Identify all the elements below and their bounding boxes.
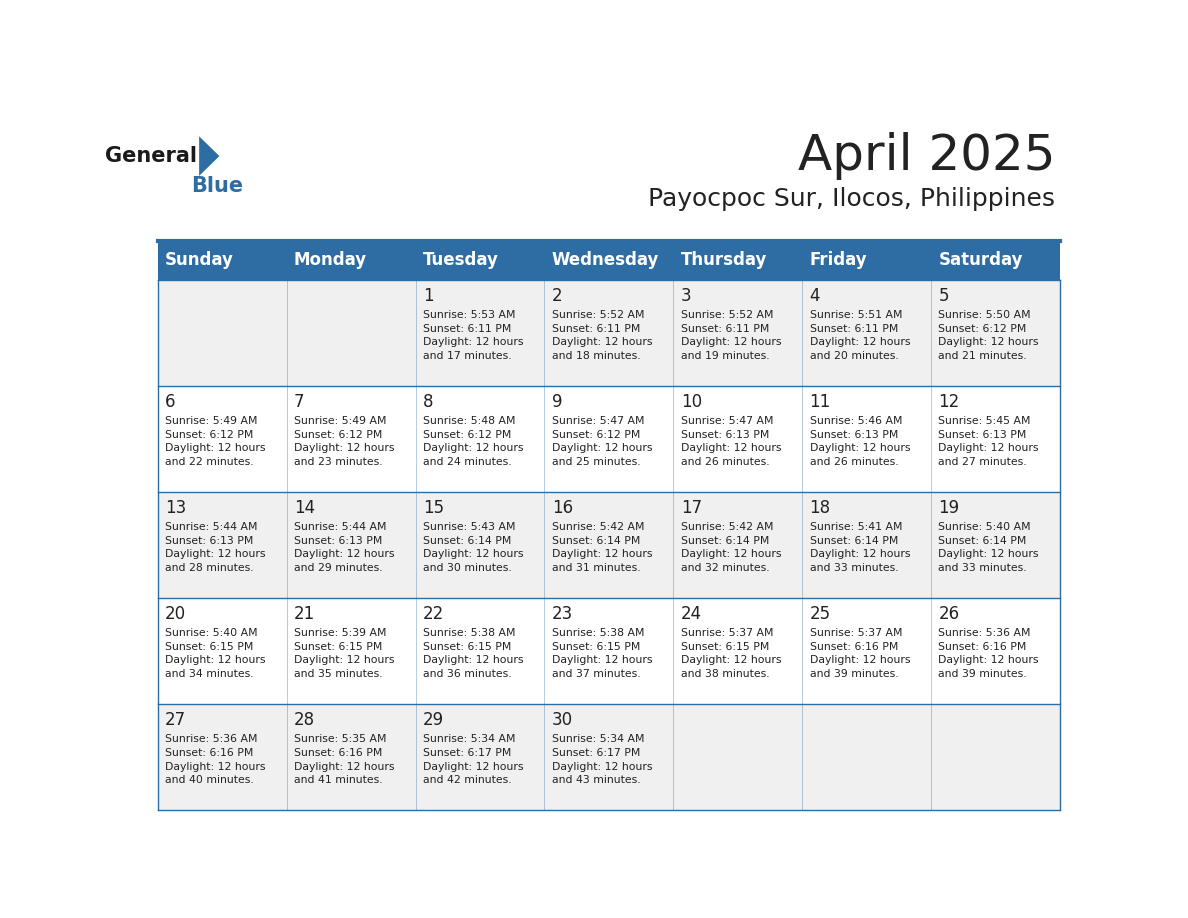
Text: Sunrise: 5:49 AM
Sunset: 6:12 PM
Daylight: 12 hours
and 22 minutes.: Sunrise: 5:49 AM Sunset: 6:12 PM Dayligh…	[165, 416, 266, 467]
Text: Sunrise: 5:46 AM
Sunset: 6:13 PM
Daylight: 12 hours
and 26 minutes.: Sunrise: 5:46 AM Sunset: 6:13 PM Dayligh…	[809, 416, 910, 467]
Text: 18: 18	[809, 498, 830, 517]
Text: Sunrise: 5:50 AM
Sunset: 6:12 PM
Daylight: 12 hours
and 21 minutes.: Sunrise: 5:50 AM Sunset: 6:12 PM Dayligh…	[939, 310, 1040, 361]
Bar	[158, 704, 1060, 810]
Text: 29: 29	[423, 711, 444, 729]
Text: Sunrise: 5:44 AM
Sunset: 6:13 PM
Daylight: 12 hours
and 28 minutes.: Sunrise: 5:44 AM Sunset: 6:13 PM Dayligh…	[165, 522, 266, 573]
Text: Sunrise: 5:44 AM
Sunset: 6:13 PM
Daylight: 12 hours
and 29 minutes.: Sunrise: 5:44 AM Sunset: 6:13 PM Dayligh…	[293, 522, 394, 573]
Text: Sunrise: 5:35 AM
Sunset: 6:16 PM
Daylight: 12 hours
and 41 minutes.: Sunrise: 5:35 AM Sunset: 6:16 PM Dayligh…	[293, 734, 394, 785]
Text: 10: 10	[681, 393, 702, 411]
Text: Sunrise: 5:47 AM
Sunset: 6:12 PM
Daylight: 12 hours
and 25 minutes.: Sunrise: 5:47 AM Sunset: 6:12 PM Dayligh…	[551, 416, 652, 467]
Text: Sunrise: 5:49 AM
Sunset: 6:12 PM
Daylight: 12 hours
and 23 minutes.: Sunrise: 5:49 AM Sunset: 6:12 PM Dayligh…	[293, 416, 394, 467]
Text: 23: 23	[551, 605, 573, 623]
Bar	[158, 241, 1060, 280]
Text: Sunrise: 5:51 AM
Sunset: 6:11 PM
Daylight: 12 hours
and 20 minutes.: Sunrise: 5:51 AM Sunset: 6:11 PM Dayligh…	[809, 310, 910, 361]
Text: 24: 24	[681, 605, 702, 623]
Text: 1: 1	[423, 286, 434, 305]
Text: Sunrise: 5:42 AM
Sunset: 6:14 PM
Daylight: 12 hours
and 32 minutes.: Sunrise: 5:42 AM Sunset: 6:14 PM Dayligh…	[681, 522, 782, 573]
Text: Sunrise: 5:42 AM
Sunset: 6:14 PM
Daylight: 12 hours
and 31 minutes.: Sunrise: 5:42 AM Sunset: 6:14 PM Dayligh…	[551, 522, 652, 573]
Text: Sunrise: 5:40 AM
Sunset: 6:15 PM
Daylight: 12 hours
and 34 minutes.: Sunrise: 5:40 AM Sunset: 6:15 PM Dayligh…	[165, 628, 266, 679]
Text: 11: 11	[809, 393, 830, 411]
Text: 14: 14	[293, 498, 315, 517]
Text: 2: 2	[551, 286, 562, 305]
Text: Sunrise: 5:43 AM
Sunset: 6:14 PM
Daylight: 12 hours
and 30 minutes.: Sunrise: 5:43 AM Sunset: 6:14 PM Dayligh…	[423, 522, 524, 573]
Text: Sunrise: 5:40 AM
Sunset: 6:14 PM
Daylight: 12 hours
and 33 minutes.: Sunrise: 5:40 AM Sunset: 6:14 PM Dayligh…	[939, 522, 1040, 573]
Text: 27: 27	[165, 711, 187, 729]
Text: 3: 3	[681, 286, 691, 305]
Text: 22: 22	[423, 605, 444, 623]
Text: 6: 6	[165, 393, 176, 411]
Text: Sunday: Sunday	[165, 252, 234, 269]
Text: Sunrise: 5:36 AM
Sunset: 6:16 PM
Daylight: 12 hours
and 39 minutes.: Sunrise: 5:36 AM Sunset: 6:16 PM Dayligh…	[939, 628, 1040, 679]
Text: 5: 5	[939, 286, 949, 305]
Text: 7: 7	[293, 393, 304, 411]
Text: Sunrise: 5:38 AM
Sunset: 6:15 PM
Daylight: 12 hours
and 36 minutes.: Sunrise: 5:38 AM Sunset: 6:15 PM Dayligh…	[423, 628, 524, 679]
Text: 26: 26	[939, 605, 960, 623]
Text: 19: 19	[939, 498, 960, 517]
Text: Sunrise: 5:52 AM
Sunset: 6:11 PM
Daylight: 12 hours
and 18 minutes.: Sunrise: 5:52 AM Sunset: 6:11 PM Dayligh…	[551, 310, 652, 361]
Text: Sunrise: 5:36 AM
Sunset: 6:16 PM
Daylight: 12 hours
and 40 minutes.: Sunrise: 5:36 AM Sunset: 6:16 PM Dayligh…	[165, 734, 266, 785]
Text: Payocpoc Sur, Ilocos, Philippines: Payocpoc Sur, Ilocos, Philippines	[649, 186, 1055, 210]
Text: Sunrise: 5:38 AM
Sunset: 6:15 PM
Daylight: 12 hours
and 37 minutes.: Sunrise: 5:38 AM Sunset: 6:15 PM Dayligh…	[551, 628, 652, 679]
Text: Sunrise: 5:52 AM
Sunset: 6:11 PM
Daylight: 12 hours
and 19 minutes.: Sunrise: 5:52 AM Sunset: 6:11 PM Dayligh…	[681, 310, 782, 361]
Text: Tuesday: Tuesday	[423, 252, 499, 269]
Text: Sunrise: 5:53 AM
Sunset: 6:11 PM
Daylight: 12 hours
and 17 minutes.: Sunrise: 5:53 AM Sunset: 6:11 PM Dayligh…	[423, 310, 524, 361]
Text: Sunrise: 5:45 AM
Sunset: 6:13 PM
Daylight: 12 hours
and 27 minutes.: Sunrise: 5:45 AM Sunset: 6:13 PM Dayligh…	[939, 416, 1040, 467]
Text: Sunrise: 5:37 AM
Sunset: 6:16 PM
Daylight: 12 hours
and 39 minutes.: Sunrise: 5:37 AM Sunset: 6:16 PM Dayligh…	[809, 628, 910, 679]
Text: Sunrise: 5:37 AM
Sunset: 6:15 PM
Daylight: 12 hours
and 38 minutes.: Sunrise: 5:37 AM Sunset: 6:15 PM Dayligh…	[681, 628, 782, 679]
Bar	[158, 492, 1060, 598]
Polygon shape	[200, 136, 220, 176]
Text: 25: 25	[809, 605, 830, 623]
Text: Sunrise: 5:48 AM
Sunset: 6:12 PM
Daylight: 12 hours
and 24 minutes.: Sunrise: 5:48 AM Sunset: 6:12 PM Dayligh…	[423, 416, 524, 467]
Bar	[158, 598, 1060, 704]
Bar	[158, 280, 1060, 386]
Text: 12: 12	[939, 393, 960, 411]
Text: Sunrise: 5:47 AM
Sunset: 6:13 PM
Daylight: 12 hours
and 26 minutes.: Sunrise: 5:47 AM Sunset: 6:13 PM Dayligh…	[681, 416, 782, 467]
Text: Sunrise: 5:41 AM
Sunset: 6:14 PM
Daylight: 12 hours
and 33 minutes.: Sunrise: 5:41 AM Sunset: 6:14 PM Dayligh…	[809, 522, 910, 573]
Text: Saturday: Saturday	[939, 252, 1023, 269]
Text: General: General	[106, 146, 197, 166]
Text: 15: 15	[423, 498, 444, 517]
Text: Thursday: Thursday	[681, 252, 767, 269]
Text: 20: 20	[165, 605, 187, 623]
Text: Sunrise: 5:39 AM
Sunset: 6:15 PM
Daylight: 12 hours
and 35 minutes.: Sunrise: 5:39 AM Sunset: 6:15 PM Dayligh…	[293, 628, 394, 679]
Text: Wednesday: Wednesday	[551, 252, 659, 269]
Bar	[158, 386, 1060, 492]
Text: 21: 21	[293, 605, 315, 623]
Text: 9: 9	[551, 393, 562, 411]
Text: Blue: Blue	[191, 175, 244, 196]
Text: 8: 8	[423, 393, 434, 411]
Text: Friday: Friday	[809, 252, 867, 269]
Text: 17: 17	[681, 498, 702, 517]
Text: 28: 28	[293, 711, 315, 729]
Text: Sunrise: 5:34 AM
Sunset: 6:17 PM
Daylight: 12 hours
and 43 minutes.: Sunrise: 5:34 AM Sunset: 6:17 PM Dayligh…	[551, 734, 652, 785]
Text: 16: 16	[551, 498, 573, 517]
Text: Monday: Monday	[293, 252, 367, 269]
Text: 13: 13	[165, 498, 187, 517]
Text: Sunrise: 5:34 AM
Sunset: 6:17 PM
Daylight: 12 hours
and 42 minutes.: Sunrise: 5:34 AM Sunset: 6:17 PM Dayligh…	[423, 734, 524, 785]
Text: 30: 30	[551, 711, 573, 729]
Text: April 2025: April 2025	[798, 132, 1055, 180]
Text: 4: 4	[809, 286, 820, 305]
